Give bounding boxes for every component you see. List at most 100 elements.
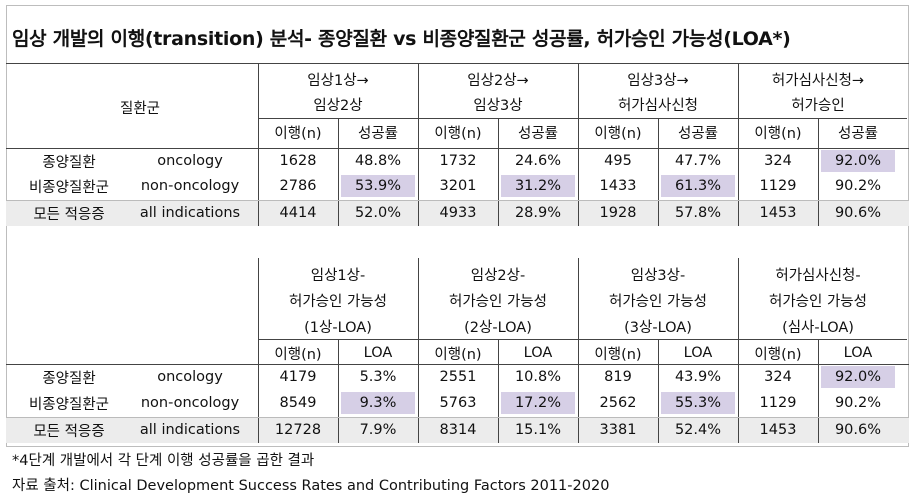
- group-header-3-line1: 임상3상-: [630, 267, 686, 284]
- column-divider: [578, 258, 579, 443]
- row-label-en: non-oncology: [140, 178, 240, 194]
- rate-cell: 17.2%: [514, 395, 562, 411]
- subheader-rate: LOA: [843, 345, 873, 361]
- column-divider: [738, 258, 739, 443]
- highlight-cell: [341, 392, 415, 414]
- rate-cell: 53.9%: [354, 178, 402, 194]
- subheader-count: 이행(n): [434, 125, 482, 142]
- group-header-4-line2: 허가승인: [791, 97, 845, 114]
- count-cell: 324: [764, 153, 792, 169]
- group-header-4-line1: 허가심사신청-: [775, 267, 861, 284]
- count-cell: 324: [764, 369, 792, 385]
- count-cell: 1928: [599, 205, 637, 221]
- count-cell: 1732: [439, 153, 477, 169]
- count-cell: 495: [604, 153, 632, 169]
- group-header-3-line2: 허가심사신청: [617, 97, 699, 114]
- row-label-ko: 모든 적응증: [33, 206, 105, 223]
- highlight-cell: [821, 150, 895, 172]
- total-row-band: [6, 200, 909, 226]
- count-cell: 4414: [279, 205, 317, 221]
- rate-cell: 7.9%: [359, 422, 397, 438]
- group-header-2-line1: 임상2상-: [470, 267, 526, 284]
- rate-cell: 90.2%: [834, 178, 882, 194]
- rate-cell: 28.9%: [514, 205, 562, 221]
- column-divider: [418, 63, 419, 226]
- subheader-count: 이행(n): [754, 125, 802, 142]
- rate-cell: 9.3%: [359, 395, 397, 411]
- count-cell: 8549: [279, 395, 317, 411]
- rate-cell: 90.6%: [834, 205, 882, 221]
- page-title: 임상 개발의 이행(transition) 분석- 종양질환 vs 비종양질환군…: [12, 28, 791, 50]
- highlight-cell: [501, 392, 575, 414]
- subheader-rate: 성공률: [357, 125, 399, 142]
- subheader-count: 이행(n): [594, 346, 642, 363]
- rate-cell: 24.6%: [514, 153, 562, 169]
- count-cell: 1453: [759, 205, 797, 221]
- header-bottom-divider: [6, 364, 909, 365]
- subheader-count: 이행(n): [274, 125, 322, 142]
- group-header-2-line3: (2상-LOA): [464, 319, 532, 336]
- group-header-2-line2: 허가승인 가능성: [449, 293, 547, 310]
- row-header-label: 질환군: [119, 100, 161, 117]
- column-divider: [498, 339, 499, 443]
- rate-cell: 92.0%: [834, 369, 882, 385]
- group-header-3-line3: (3상-LOA): [624, 319, 692, 336]
- row-label-ko: 비종양질환군: [28, 396, 110, 413]
- group-header-2-line2: 임상3상: [473, 97, 523, 114]
- column-divider: [578, 63, 579, 226]
- rate-cell: 90.6%: [834, 422, 882, 438]
- rate-cell: 90.2%: [834, 395, 882, 411]
- highlight-cell: [501, 175, 575, 197]
- highlight-cell: [821, 366, 895, 388]
- row-label-en: all indications: [139, 422, 241, 438]
- group-header-4-line2: 허가승인 가능성: [769, 293, 867, 310]
- subheader-count: 이행(n): [754, 346, 802, 363]
- group-header-1-line2: 임상2상: [313, 97, 363, 114]
- column-divider: [498, 118, 499, 226]
- rate-cell: 47.7%: [674, 153, 722, 169]
- group-header-2-line1: 임상2상→: [467, 72, 529, 89]
- column-divider: [338, 339, 339, 443]
- count-cell: 4179: [279, 369, 317, 385]
- subheader-rate: 성공률: [517, 125, 559, 142]
- total-row-band: [6, 417, 909, 443]
- count-cell: 12728: [274, 422, 322, 438]
- row-label-en: oncology: [157, 369, 223, 385]
- count-cell: 2551: [439, 369, 477, 385]
- rate-cell: 43.9%: [674, 369, 722, 385]
- group-header-4-line1: 허가심사신청→: [771, 72, 865, 89]
- count-cell: 1129: [759, 395, 797, 411]
- column-divider: [258, 63, 259, 226]
- row-label-en: oncology: [157, 153, 223, 169]
- row-label-ko: 종양질환: [42, 154, 96, 171]
- count-cell: 1129: [759, 178, 797, 194]
- count-cell: 1433: [599, 178, 637, 194]
- table-frame: [6, 5, 909, 447]
- rate-cell: 31.2%: [514, 178, 562, 194]
- row-label-en: non-oncology: [140, 395, 240, 411]
- rate-cell: 61.3%: [674, 178, 722, 194]
- column-divider: [258, 258, 259, 443]
- header-bottom-divider: [6, 148, 909, 149]
- count-cell: 1628: [279, 153, 317, 169]
- rate-cell: 52.4%: [674, 422, 722, 438]
- group-header-4-line3: (심사-LOA): [782, 319, 854, 336]
- subheader-count: 이행(n): [434, 346, 482, 363]
- count-cell: 1453: [759, 422, 797, 438]
- row-label-ko: 종양질환: [42, 370, 96, 387]
- count-cell: 5763: [439, 395, 477, 411]
- highlight-cell: [661, 392, 735, 414]
- footnote: *4단계 개발에서 각 단계 이행 성공률을 곱한 결과: [12, 453, 315, 469]
- rate-cell: 52.0%: [354, 205, 402, 221]
- group-header-1-line1: 임상1상-: [310, 267, 366, 284]
- rate-cell: 15.1%: [514, 422, 562, 438]
- row-label-ko: 비종양질환군: [28, 179, 110, 196]
- subheader-divider: [258, 118, 907, 119]
- column-divider: [338, 118, 339, 226]
- column-divider: [818, 339, 819, 443]
- highlight-cell: [661, 175, 735, 197]
- count-cell: 3381: [599, 422, 637, 438]
- column-divider: [658, 339, 659, 443]
- subheader-rate: 성공률: [677, 125, 719, 142]
- count-cell: 8314: [439, 422, 477, 438]
